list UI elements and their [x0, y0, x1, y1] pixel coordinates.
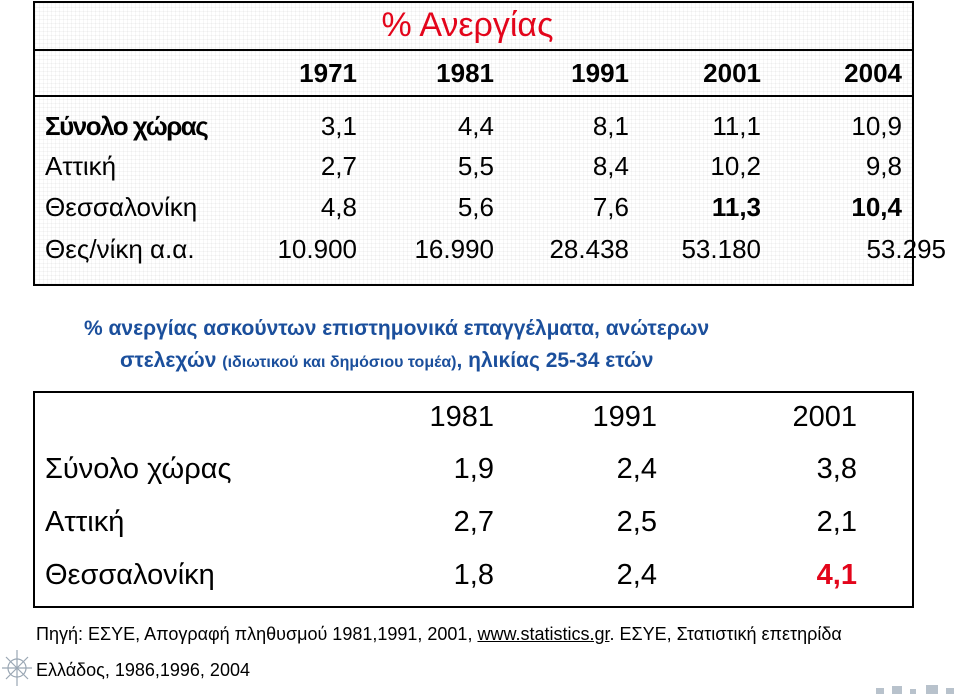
year-header: 1971: [299, 58, 357, 88]
table-row: Σύνολο χώρας 3,1 4,4 8,1 11,1 10,9: [35, 108, 912, 144]
row-label: Σύνολο χώρας: [45, 111, 209, 141]
source-note-line2: Ελλάδος, 1986,1996, 2004: [36, 660, 250, 680]
table-cell: 3,1: [320, 111, 357, 141]
row-label: Θες/νίκη α.α.: [45, 234, 195, 264]
row-label: Σύνολο χώρας: [45, 453, 232, 485]
table-cell: 11,3: [711, 192, 761, 222]
source-text: Πηγή: ΕΣΥΕ, Απογραφή πληθυσμού 1981,1991…: [36, 624, 478, 644]
table-row: Θες/νίκη α.α. 10.900 16.990 28.438 53.18…: [35, 231, 946, 267]
table-divider: [35, 49, 912, 51]
row-label: Αττική: [45, 506, 125, 538]
table-cell: 4,8: [320, 192, 357, 222]
table-cell: 2,4: [616, 453, 657, 485]
table-header-row: 1971 1981 1991 2001 2004: [35, 55, 912, 91]
heading-text: στελεχών: [120, 349, 223, 372]
year-header: 2001: [703, 58, 761, 88]
table-cell: 16.990: [414, 234, 494, 264]
table-cell: 7,6: [592, 192, 629, 222]
table-divider: [35, 95, 912, 97]
table-cell: 2,7: [453, 506, 494, 538]
emblem-icon: [2, 650, 32, 686]
table-row: Θεσσαλονίκη 1,8 2,4 4,1: [35, 551, 912, 599]
year-header: 1981: [429, 401, 494, 433]
table-cell: 5,5: [457, 151, 494, 181]
row-label: Θεσσαλονίκη: [45, 559, 215, 591]
table-cell: 10,9: [851, 111, 902, 141]
year-header: 1991: [571, 58, 629, 88]
table-cell: 3,8: [816, 453, 857, 485]
table-title: % Ανεργίας: [381, 6, 554, 44]
table-cell: 5,6: [457, 192, 494, 222]
table-cell: 10,2: [710, 151, 761, 181]
year-header: 2004: [844, 58, 902, 88]
table-cell: 1,8: [453, 559, 494, 591]
year-header: 1981: [436, 58, 494, 88]
table-cell: 2,7: [320, 151, 357, 181]
table-cell: 53.180: [681, 234, 761, 264]
table-cell: 2,5: [616, 506, 657, 538]
source-text: . ΕΣΥΕ, Στατιστική επετηρίδα: [609, 624, 842, 644]
row-label: Θεσσαλονίκη: [45, 192, 198, 222]
row-label: Αττική: [45, 151, 117, 181]
table-cell: 53.295: [866, 234, 946, 264]
year-header: 2001: [792, 401, 857, 433]
heading-note: (ιδιωτικού και δημόσιου τομέα): [222, 354, 457, 371]
table-row: Θεσσαλονίκη 4,8 5,6 7,6 11,3 10,4: [35, 189, 912, 225]
highlighted-cell: 4,1: [816, 559, 857, 591]
table-cell: 4,4: [457, 111, 494, 141]
section-heading: % ανεργίας ασκούντων επιστημονικά επαγγέ…: [84, 317, 710, 340]
year-header: 1991: [592, 401, 657, 433]
table-row: Αττική 2,7 5,5 8,4 10,2 9,8: [35, 148, 912, 184]
table-cell: 10,4: [851, 192, 902, 222]
table-cell: 10.900: [277, 234, 357, 264]
table-cell: 8,4: [592, 151, 629, 181]
table-cell: 2,1: [816, 506, 857, 538]
heading-text: , ηλικίας 25-34 ετών: [456, 349, 654, 372]
table-cell: 2,4: [616, 559, 657, 591]
source-note: Πηγή: ΕΣΥΕ, Απογραφή πληθυσμού 1981,1991…: [36, 622, 842, 646]
table-row: Σύνολο χώρας 1,9 2,4 3,8: [35, 445, 912, 493]
table-cell: 8,1: [592, 111, 629, 141]
professionals-unemployment-table: 1981 1991 2001 Σύνολο χώρας 1,9 2,4 3,8 …: [33, 391, 914, 608]
table-cell: 28.438: [549, 234, 629, 264]
table-header-row: 1981 1991 2001: [35, 393, 912, 441]
table-cell: 1,9: [453, 453, 494, 485]
unemployment-table: 1971 1981 1991 2001 2004 Σύνολο χώρας 3,…: [33, 1, 946, 286]
source-link[interactable]: www.statistics.gr: [477, 624, 610, 644]
section-heading-line2: στελεχών (ιδιωτικού και δημόσιου τομέα),…: [120, 348, 653, 376]
table-cell: 11,1: [712, 111, 761, 141]
decoration-icon: [876, 685, 954, 694]
table-cell: 9,8: [865, 151, 902, 181]
table-row: Αττική 2,7 2,5 2,1: [35, 498, 912, 546]
